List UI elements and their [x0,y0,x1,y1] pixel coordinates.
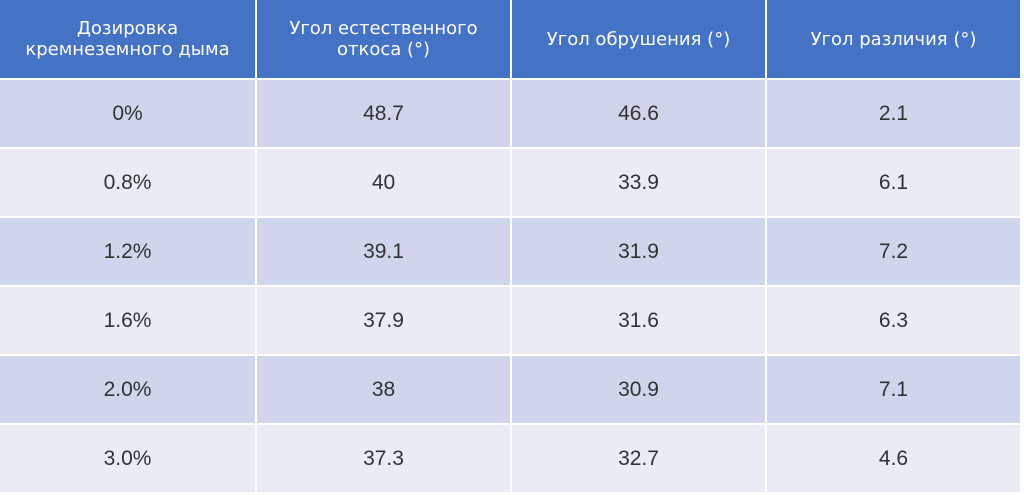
table-cell: 1.2% [0,218,255,285]
table-cell: 30.9 [512,356,765,423]
table-cell: 31.9 [512,218,765,285]
table-cell: 32.7 [512,425,765,492]
table-cell: 40 [257,149,510,216]
table-cell: 31.6 [512,287,765,354]
table-cell: 0% [0,80,255,147]
table-cell: 33.9 [512,149,765,216]
table-cell: 2.0% [0,356,255,423]
table-cell: 1.6% [0,287,255,354]
table-cell: 7.2 [767,218,1020,285]
header-cell: Угол различия (°) [767,0,1020,78]
table-cell: 37.3 [257,425,510,492]
table-cell: 7.1 [767,356,1020,423]
table-cell: 6.1 [767,149,1020,216]
table-cell: 4.6 [767,425,1020,492]
table-cell: 2.1 [767,80,1020,147]
table-cell: 3.0% [0,425,255,492]
header-cell: Угол обрушения (°) [512,0,765,78]
table-cell: 38 [257,356,510,423]
table-cell: 48.7 [257,80,510,147]
table-cell: 37.9 [257,287,510,354]
table-cell: 0.8% [0,149,255,216]
table-cell: 6.3 [767,287,1020,354]
header-cell: Угол естественного откоса (°) [257,0,510,78]
table-cell: 39.1 [257,218,510,285]
table-cell: 46.6 [512,80,765,147]
header-cell: Дозировка кремнеземного дыма [0,0,255,78]
